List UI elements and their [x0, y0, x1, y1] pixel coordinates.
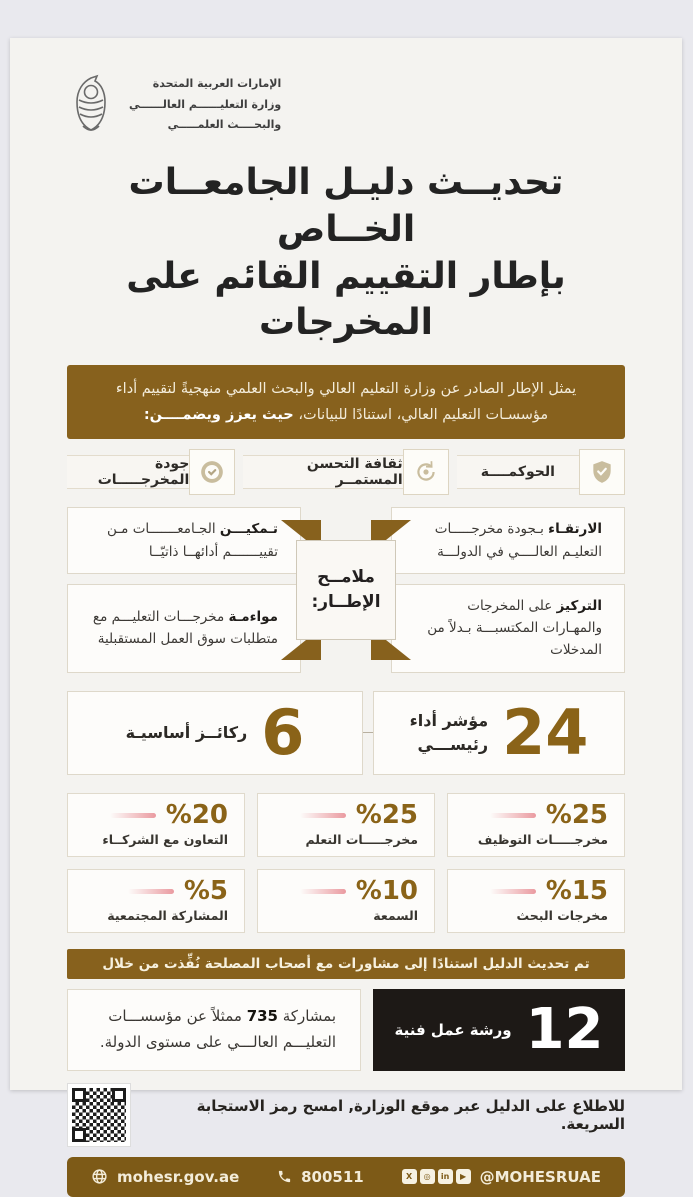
pillar-output-quality: جودة المخرجـــــات	[66, 449, 236, 496]
ministry-country: الإمارات العربية المتحدة	[152, 77, 282, 91]
pillars-count: 6	[261, 695, 305, 769]
infographic-card: الإمارات العربية المتحدة وزارة التعليـــ…	[10, 38, 682, 1197]
quality-badge-icon	[189, 449, 236, 496]
intro-bold: حيث يعزز ويضمــــن:	[143, 407, 294, 424]
uae-falcon-emblem	[76, 74, 106, 131]
qr-section: للاطلاع على الدليل عبر موقع الوزارة, امس…	[67, 1082, 625, 1147]
pillars-label: ركائــز أساسيـة	[125, 722, 248, 742]
accent-dash	[489, 888, 536, 894]
weight-learning-outcomes: %25 مخرجـــــات التعلم	[257, 792, 435, 857]
accent-dash	[489, 812, 536, 818]
stats-row: 24 مؤشر أداء رئيســـي 6 ركائــز أساسيـة	[67, 690, 625, 775]
framework-item-alignment: مواءمـة مخرجـــات التعليـــم مع متطلبات …	[67, 583, 301, 673]
website-text: mohesr.gov.ae	[117, 1167, 240, 1186]
framework-item-quality: الارتقـاء بـجودة مخرجـــــات التعليـم ال…	[391, 507, 625, 574]
pillar-governance-label: الحوكمــــة	[456, 455, 579, 490]
framework-section: الارتقـاء بـجودة مخرجـــــات التعليـم ال…	[67, 507, 625, 673]
accent-dash	[299, 888, 346, 894]
connector-line	[363, 732, 373, 734]
page-title: تحديــث دليـل الجامعــات الخــاص بإطار ا…	[67, 160, 625, 347]
pillar-continuous-improvement: ثقافة التحسن المستمــر	[243, 449, 449, 496]
kpi-count: 24	[502, 695, 589, 769]
weight-employment-outcomes: %25 مخرجـــــات التوظيف	[447, 792, 625, 857]
pillar-output-quality-label: جودة المخرجـــــات	[66, 455, 190, 490]
ministry-name-line2: والبحــــث العلمـــــي	[167, 118, 282, 132]
qr-code[interactable]	[67, 1082, 131, 1147]
x-icon[interactable]: X	[401, 1169, 417, 1185]
workshops-row: 12 ورشة عمل فنية بمشاركة 735 ممثلاً عن م…	[67, 988, 625, 1071]
pillar-continuous-improvement-label: ثقافة التحسن المستمــر	[243, 455, 403, 490]
qr-finder	[72, 1087, 86, 1102]
consultation-banner: تم تحديث الدليل استنادًا إلى مشاورات مع …	[67, 948, 625, 979]
title-line1: تحديــث دليـل الجامعــات الخــاص	[128, 162, 565, 250]
accent-dash	[299, 812, 346, 818]
stat-kpi: 24 مؤشر أداء رئيســـي	[373, 690, 625, 775]
social-icons: X ◎ in ▶	[401, 1169, 471, 1185]
qr-finder	[72, 1127, 86, 1142]
intro-statement: يمثل الإطار الصادر عن وزارة التعليم العا…	[67, 365, 625, 440]
workshops-label: ورشة عمل فنية	[394, 1020, 512, 1039]
phone-text: 800511	[301, 1167, 364, 1186]
weight-research-outcomes: %15 مخرجات البحث	[447, 868, 625, 933]
kpi-label: مؤشر أداء رئيســـي	[409, 710, 489, 754]
title-line2: بإطار التقييم القائم على المخرجات	[126, 255, 567, 344]
workshops-stat: 12 ورشة عمل فنية	[373, 988, 625, 1071]
footer-phone[interactable]: 800511	[277, 1168, 364, 1186]
continuous-improvement-icon	[402, 449, 449, 496]
framework-center-label: ملامــح الإطــار:	[296, 540, 396, 641]
framework-item-focus-outputs: التركيز على المخرجات والمهـارات المكتسبـ…	[391, 583, 625, 673]
phone-icon	[278, 1171, 291, 1183]
stat-pillars: 6 ركائــز أساسيـة	[67, 690, 363, 775]
linkedin-icon[interactable]: in	[437, 1169, 453, 1185]
footer-bar: mohesr.gov.ae 800511 X ◎ in ▶ @MOHESRUAE	[67, 1156, 625, 1197]
footer-social[interactable]: X ◎ in ▶ @MOHESRUAE	[401, 1167, 601, 1186]
weights-grid: %25 مخرجـــــات التوظيف %25 مخرجـــــات …	[67, 792, 625, 933]
weight-partner-collaboration: %20 التعاون مع الشركــاء	[67, 792, 245, 857]
weight-reputation: %10 السمعة	[257, 868, 435, 933]
ministry-logo: الإمارات العربية المتحدة وزارة التعليـــ…	[67, 38, 625, 136]
workshops-count: 12	[525, 996, 604, 1062]
qr-instruction: للاطلاع على الدليل عبر موقع الوزارة, امس…	[196, 1096, 625, 1133]
pillars-row: الحوكمــــة ثقافة التحسن المستمــر جودة …	[66, 449, 625, 496]
weight-community-engagement: %5 المشاركة المجتمعية	[67, 868, 245, 933]
framework-item-empowerment: تـمكيـــن الجـامعـــــــات مـن تقييـــــ…	[67, 507, 301, 574]
qr-finder	[112, 1087, 126, 1102]
intro-text: يمثل الإطار الصادر عن وزارة التعليم العا…	[115, 381, 577, 424]
social-handle: @MOHESRUAE	[479, 1167, 601, 1186]
accent-dash	[109, 812, 156, 818]
participation-statement: بمشاركة 735 ممثلاً عن مؤسســـات التعليــ…	[67, 988, 361, 1071]
globe-icon	[92, 1169, 107, 1184]
youtube-icon[interactable]: ▶	[455, 1169, 471, 1185]
accent-dash	[127, 888, 174, 894]
pillar-governance: الحوكمــــة	[456, 449, 625, 496]
framework-center-decoration: ملامــح الإطــار:	[271, 516, 421, 664]
shield-check-icon	[579, 449, 625, 496]
footer-website[interactable]: mohesr.gov.ae	[91, 1168, 239, 1186]
instagram-icon[interactable]: ◎	[419, 1169, 435, 1185]
ministry-name-line1: وزارة التعليــــــم العالــــــي	[129, 97, 282, 111]
